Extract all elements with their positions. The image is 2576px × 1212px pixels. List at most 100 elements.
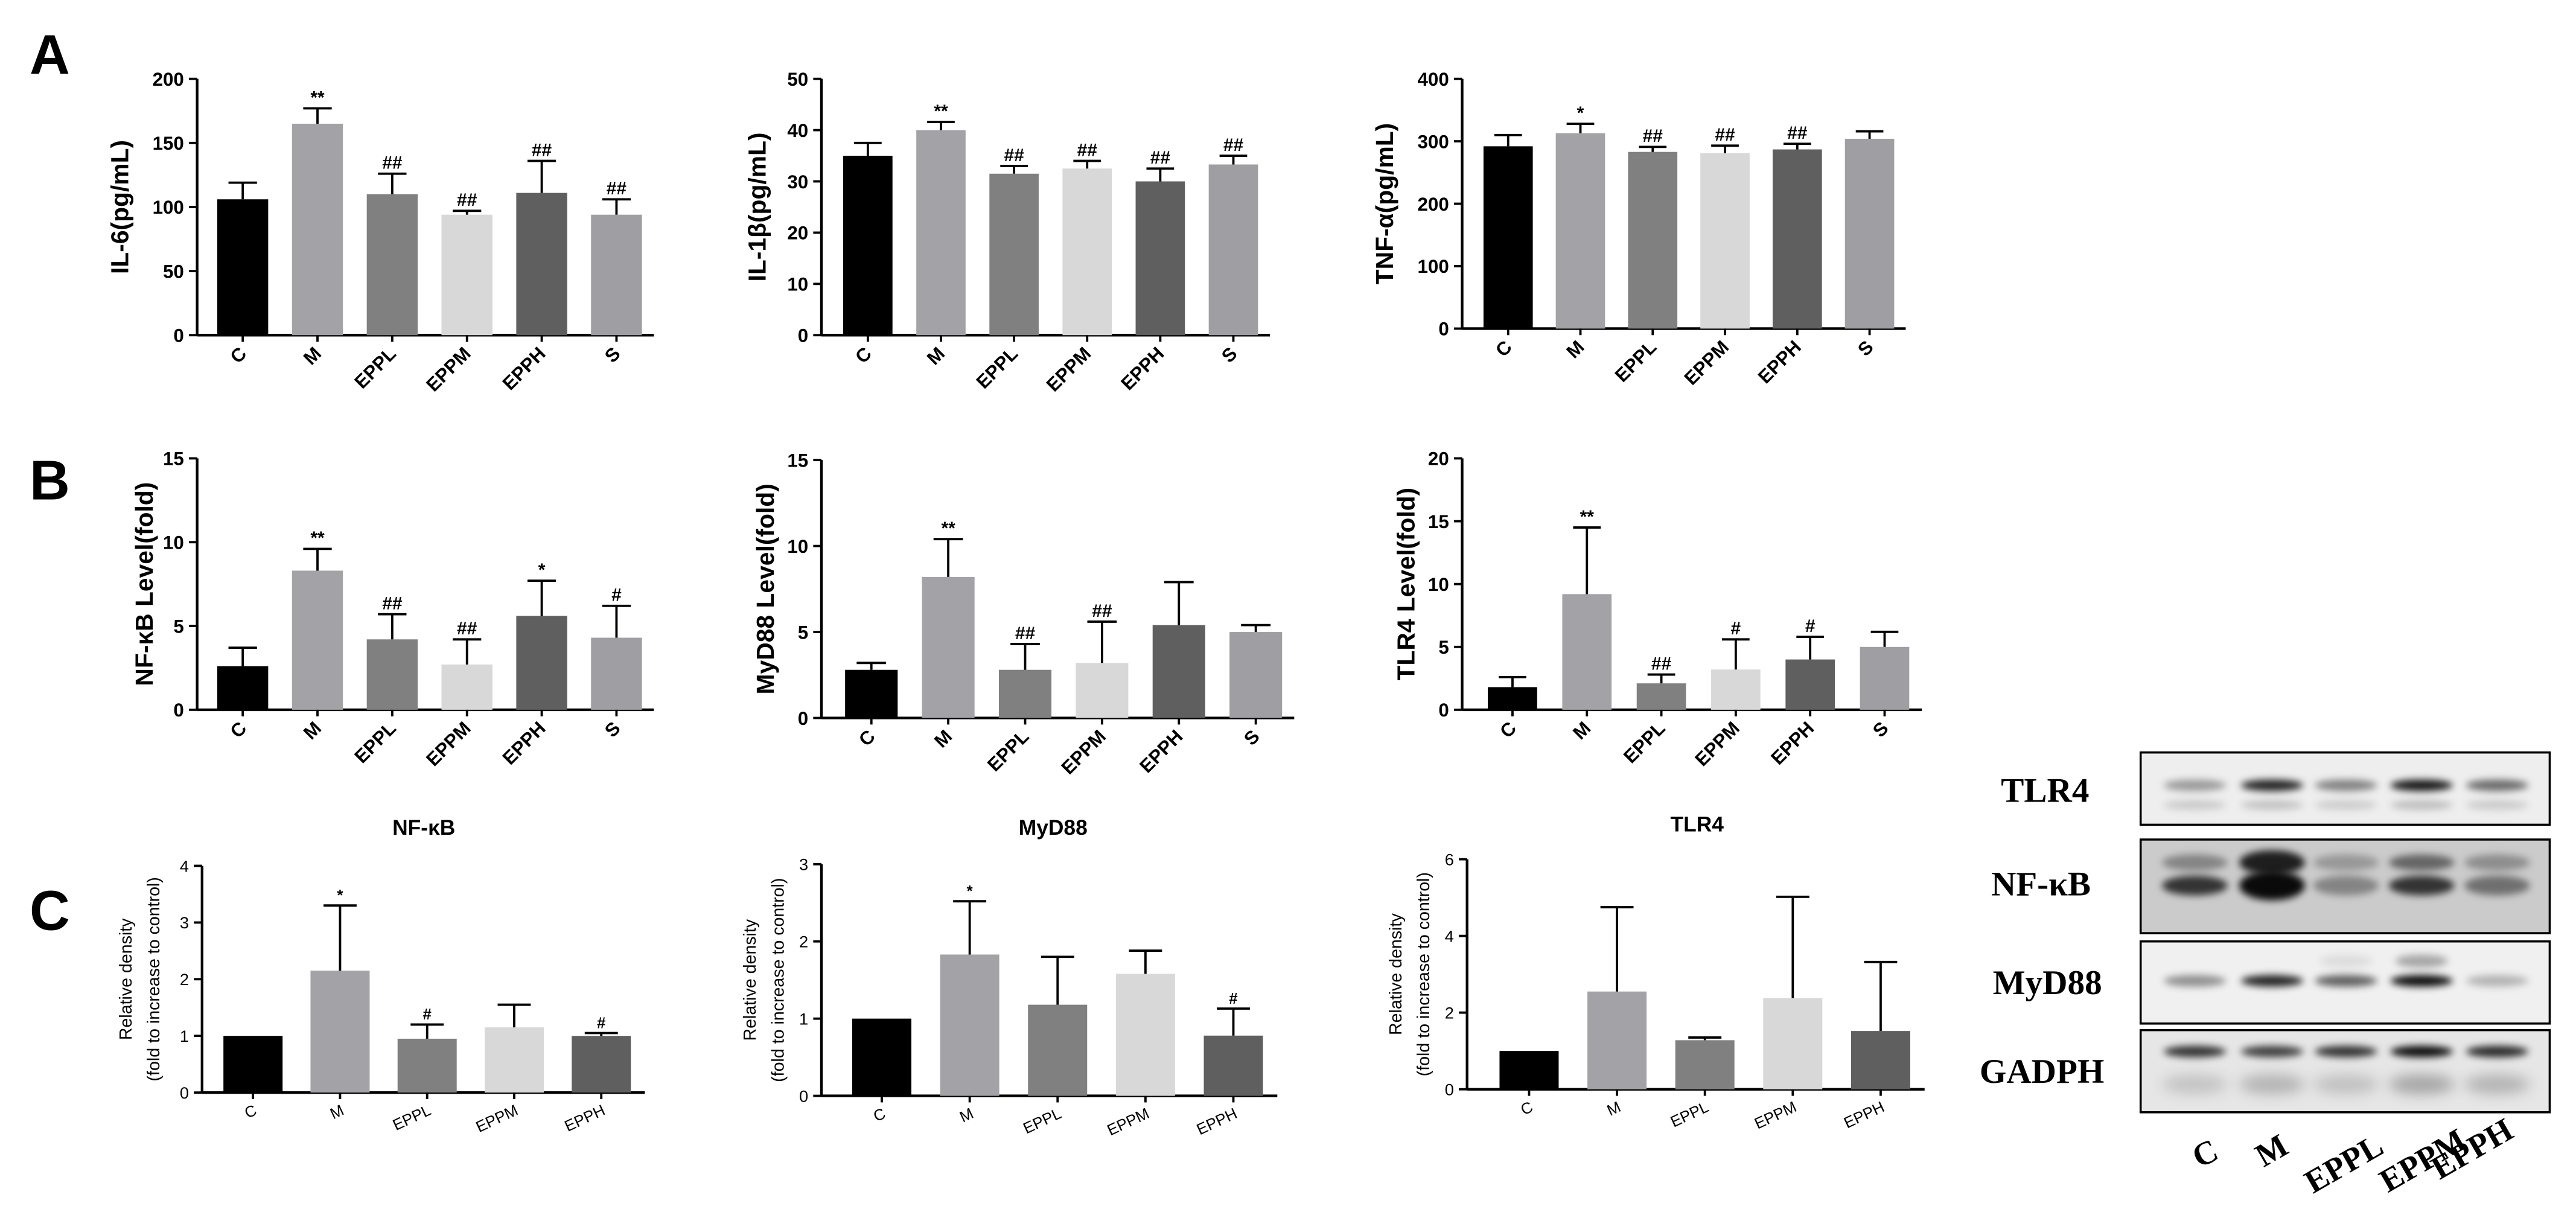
myd88-density-bar-c <box>852 1018 911 1096</box>
myd88-density-significance-epph: # <box>1229 990 1237 1007</box>
myd88-density-ytick-label: 2 <box>799 932 808 951</box>
nfkb-level-significance-epph: * <box>538 560 546 580</box>
myd88-level-bar-eppm <box>1076 663 1129 718</box>
nfkb-density-significance-epph: # <box>597 1015 605 1032</box>
il1b-bar-m <box>916 130 966 336</box>
nfkb-density-ytick-label: 1 <box>180 1027 189 1045</box>
nfkb-density-xtick-label-eppl: EPPL <box>391 1102 434 1134</box>
nfkb-level-significance-m: ** <box>310 528 325 548</box>
tnfa-xtick-label-epph: EPPH <box>1754 336 1805 388</box>
nfkb-density-xtick-label-epph: EPPH <box>562 1102 608 1135</box>
nfkb-level-ytick-label: 10 <box>163 532 184 553</box>
myd88-density-bar-epph <box>1204 1035 1263 1096</box>
tlr4-density-title: TLR4 <box>1671 812 1724 836</box>
il1b-significance-eppm: ## <box>1077 140 1098 160</box>
tlr4-density-ytick-label: 0 <box>1445 1080 1454 1099</box>
nfkb-density-ytick-label: 4 <box>180 856 189 875</box>
il6-ytick-label: 150 <box>153 133 184 154</box>
blot-band-gadph-lane-5 <box>2464 1074 2530 1094</box>
nfkb-level-bar-eppl <box>366 639 418 710</box>
blot-band-gadph-lane-5 <box>2466 1045 2529 1057</box>
myd88-density-ylabel: (fold to increase to control) <box>768 878 788 1082</box>
tnfa-xtick-label-eppl: EPPL <box>1611 336 1661 386</box>
myd88-level-bar-eppl <box>998 669 1052 718</box>
blot-band-gadph-lane-4 <box>2388 1074 2455 1094</box>
tlr4-density-ytick-label: 2 <box>1445 1003 1454 1022</box>
nfkb-level-bar-m <box>292 570 343 710</box>
nfkb-level-bar-c <box>217 666 269 710</box>
il1b-bar-c <box>843 156 893 336</box>
il1b-ytick-label: 30 <box>787 171 808 193</box>
blot-bands-gadph <box>2162 1045 2530 1094</box>
il6-significance-s: ## <box>607 179 627 199</box>
nfkb-density-ylabel: (fold to increase to control) <box>144 877 164 1081</box>
blot-band-nfkb-lane-1 <box>2162 875 2228 896</box>
blot-band-gadph-lane-3 <box>2315 1045 2377 1057</box>
il6-significance-eppl: ## <box>382 153 403 173</box>
chart-tlr4-density: 0 2 4 6 C M EPPL EPPM EPPH Relative density (fold … <box>1386 812 1925 1132</box>
myd88-density-xtick-label-eppm: EPPM <box>1105 1105 1152 1139</box>
nfkb-level-xtick-label-s: S <box>601 718 625 742</box>
blot-band-nfkb-lane-4 <box>2388 854 2455 871</box>
tlr4-level-significance-eppm: # <box>1731 619 1741 639</box>
blot-band-myd88-lane-1 <box>2163 975 2227 987</box>
il6-significance-m: ** <box>310 88 325 107</box>
blot-band-tlr4-lane-3 <box>2315 800 2377 810</box>
myd88-level-ylabel: MyD88 Level(fold) <box>751 483 779 694</box>
blot-row-label-tlr4: TLR4 <box>2001 771 2089 809</box>
tnfa-ytick-label: 200 <box>1418 194 1449 215</box>
blot-band-tlr4-lane-5 <box>2466 779 2529 791</box>
myd88-density-ytick-label: 1 <box>799 1009 808 1028</box>
blot-lane-label-c: C <box>2186 1131 2223 1175</box>
myd88-density-bar-eppm <box>1115 974 1175 1096</box>
tlr4-level-ytick-label: 0 <box>1438 700 1449 721</box>
blot-band-nfkb-lane-2 <box>2239 850 2305 875</box>
nfkb-density-ylabel: Relative density <box>116 918 136 1040</box>
nfkb-level-xtick-label-m: M <box>299 718 325 744</box>
nfkb-level-significance-eppm: ## <box>457 619 477 639</box>
tlr4-level-xtick-label-eppm: EPPM <box>1691 718 1744 770</box>
il6-xtick-label-s: S <box>601 343 625 367</box>
tlr4-level-ytick-label: 10 <box>1428 574 1449 595</box>
tnfa-significance-epph: ## <box>1787 123 1808 143</box>
il6-significance-epph: ## <box>532 140 552 160</box>
blot-band-nfkb-lane-5 <box>2464 854 2530 871</box>
blot-row-label-myd88: MyD88 <box>1993 964 2102 1002</box>
tnfa-ytick-label: 100 <box>1418 256 1449 277</box>
chart-tnfa: 0 100 200 300 400 C * M ## EPPL ## EPPM ## EPPH S TNF-α… <box>1371 69 1906 389</box>
tlr4-level-xtick-label-c: C <box>1496 718 1520 742</box>
myd88-density-bar-eppl <box>1028 1004 1088 1096</box>
il6-ytick-label: 50 <box>163 261 184 282</box>
blot-row-label-nfkb: NF-κB <box>1991 865 2091 903</box>
tnfa-xtick-label-m: M <box>1562 336 1588 362</box>
il6-bar-m <box>292 123 343 336</box>
il1b-xtick-label-eppl: EPPL <box>972 343 1022 393</box>
tlr4-level-ytick-label: 20 <box>1428 448 1449 470</box>
blot-band-tlr4-lane-3 <box>2315 779 2377 791</box>
tnfa-ylabel: TNF-α(pg/mL) <box>1371 123 1398 285</box>
blot-band-myd88-lane-4 <box>2395 954 2448 968</box>
chart-nfkb-level: 0 5 10 15 C ** M ## EPPL ## EPPM * EPPH # S NF-κB Level… <box>130 448 654 770</box>
blot-band-gadph-lane-2 <box>2239 1074 2305 1094</box>
nfkb-density-xtick-label-m: M <box>328 1102 346 1123</box>
nfkb-density-bar-m <box>310 971 370 1093</box>
nfkb-level-xtick-label-eppl: EPPL <box>350 718 400 768</box>
il6-xtick-label-m: M <box>299 343 325 369</box>
myd88-level-bar-c <box>845 669 898 718</box>
blot-band-nfkb-lane-3 <box>2313 875 2379 896</box>
chart-tlr4-level: 0 5 10 15 20 C ** M ## EPPL # EPPM # EPPH S TLR4 Level(… <box>1392 448 1922 770</box>
tlr4-density-xtick-label-c: C <box>1518 1099 1535 1118</box>
il1b-ytick-label: 40 <box>787 120 808 141</box>
il6-bar-c <box>217 199 269 336</box>
blot-band-myd88-lane-3 <box>2319 954 2373 968</box>
tlr4-level-ytick-label: 5 <box>1438 637 1449 658</box>
tnfa-significance-eppl: ## <box>1643 126 1663 146</box>
blot-band-gadph-lane-1 <box>2163 1045 2227 1057</box>
blot-band-myd88-lane-4 <box>2390 975 2453 987</box>
blot-band-nfkb-lane-2 <box>2239 870 2305 901</box>
tlr4-level-ytick-label: 15 <box>1428 511 1449 532</box>
il1b-xtick-label-eppm: EPPM <box>1042 343 1095 395</box>
myd88-density-xtick-label-m: M <box>957 1105 976 1126</box>
tlr4-level-xtick-label-s: S <box>1869 718 1893 742</box>
tnfa-ytick-label: 400 <box>1418 69 1449 90</box>
